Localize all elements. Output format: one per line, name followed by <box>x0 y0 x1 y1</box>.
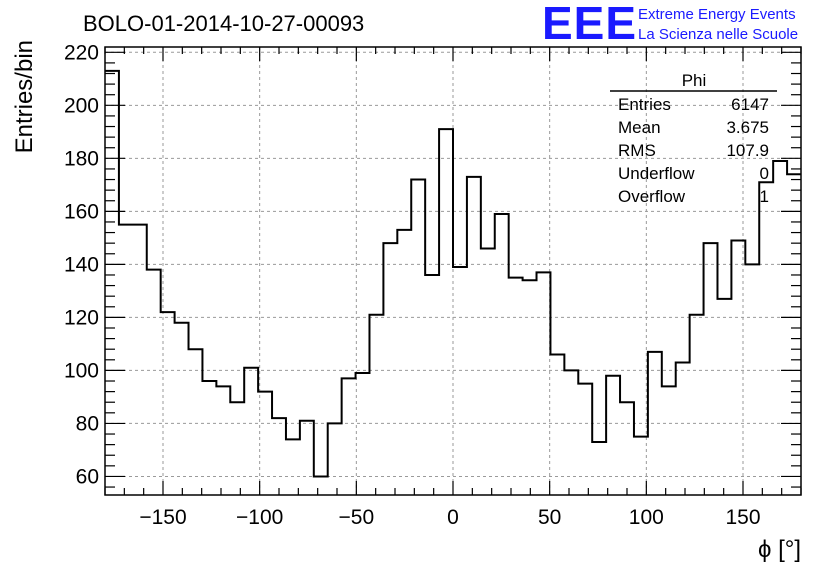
y-tick-label: 100 <box>64 359 99 382</box>
stats-value-underflow: 0 <box>760 164 769 183</box>
y-tick-label: 80 <box>76 412 99 435</box>
x-tick-labels: −150 −100 −50 0 50 100 150 <box>139 506 760 529</box>
y-tick-label: 160 <box>64 200 99 223</box>
stats-label-overflow: Overflow <box>618 187 686 206</box>
stats-box-title: Phi <box>682 71 707 90</box>
y-tick-label: 180 <box>64 147 99 170</box>
x-tick-label: −150 <box>139 506 186 529</box>
y-tick-label: 200 <box>64 94 99 117</box>
axis-ticks <box>104 47 802 495</box>
x-tick-label: −100 <box>236 506 283 529</box>
eee-logo: EEE Extreme Energy Events La Scienza nel… <box>542 0 798 49</box>
y-tick-label: 140 <box>64 253 99 276</box>
stats-box: Phi Entries 6147 Mean 3.675 RMS 107.9 Un… <box>610 71 777 206</box>
x-axis-label: ϕ [°] <box>758 536 801 563</box>
y-tick-label: 60 <box>76 465 99 488</box>
y-tick-labels: 60 80 100 120 140 160 180 200 220 <box>64 41 99 488</box>
x-tick-label: 50 <box>538 506 561 529</box>
chart-title: BOLO-01-2014-10-27-00093 <box>83 11 364 36</box>
stats-value-entries: 6147 <box>731 95 769 114</box>
x-tick-label: −50 <box>339 506 375 529</box>
stats-value-mean: 3.675 <box>726 118 769 137</box>
stats-value-overflow: 1 <box>760 187 769 206</box>
stats-label-mean: Mean <box>618 118 661 137</box>
x-tick-label: 0 <box>447 506 459 529</box>
histogram-outline <box>105 69 801 478</box>
y-tick-label: 120 <box>64 306 99 329</box>
eee-logo-mark: EEE <box>542 0 637 49</box>
y-tick-label: 220 <box>64 41 99 64</box>
stats-label-entries: Entries <box>618 95 671 114</box>
eee-logo-line1: Extreme Energy Events <box>638 6 796 23</box>
stats-label-rms: RMS <box>618 141 656 160</box>
x-tick-label: 150 <box>725 506 760 529</box>
stats-value-rms: 107.9 <box>726 141 769 160</box>
x-tick-label: 100 <box>629 506 664 529</box>
histogram-series <box>105 69 801 478</box>
eee-logo-line2: La Scienza nelle Scuole <box>638 26 798 43</box>
stats-label-underflow: Underflow <box>618 164 695 183</box>
y-axis-label: Entries/bin <box>11 40 38 153</box>
